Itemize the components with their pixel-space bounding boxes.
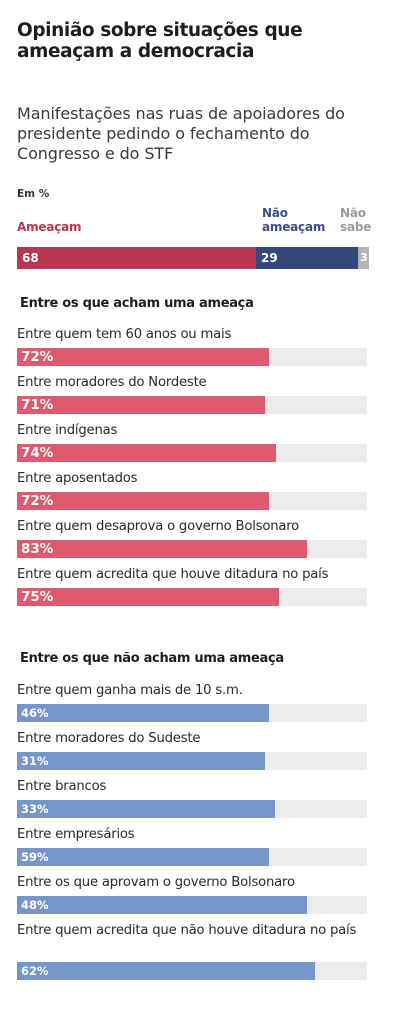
legend-nao-sabe: Não sabe: [340, 206, 371, 234]
bar: [17, 348, 269, 366]
bar-track: 72%: [17, 492, 367, 510]
bar: [17, 752, 265, 770]
bar-category-label: Entre quem acredita que houve ditadura n…: [17, 567, 329, 582]
chart-subtitle: Manifestações nas ruas de apoiadores do …: [17, 104, 345, 163]
bar-category-label: Entre os que aprovam o governo Bolsonaro: [17, 875, 295, 890]
segment-nao-sabe: 3: [358, 247, 369, 269]
bar-track: 74%: [17, 444, 367, 462]
bar-row: Entre quem acredita que não houve ditadu…: [17, 922, 369, 980]
bar-value-label: 75%: [21, 589, 54, 605]
segment-nao-ameacam: 29: [256, 247, 358, 269]
bar: [17, 848, 269, 866]
bar-value-label: 83%: [21, 541, 54, 557]
bar-track: 72%: [17, 348, 367, 366]
bar: [17, 962, 315, 980]
bar-category-label: Entre indígenas: [17, 423, 118, 438]
bar-value-label: 46%: [21, 706, 49, 720]
bar-row: Entre indígenas 74%: [17, 422, 369, 462]
bar-value-label: 72%: [21, 493, 54, 509]
chart-title: Opinião sobre situações que ameaçam a de…: [17, 20, 303, 62]
bar-row: Entre aposentados 72%: [17, 470, 369, 510]
bar-row: Entre quem desaprova o governo Bolsonaro…: [17, 518, 369, 558]
bar-row: Entre moradores do Sudeste 31%: [17, 730, 369, 770]
section-title-ameaca: Entre os que acham uma ameaça: [20, 296, 254, 311]
bar-row: Entre moradores do Nordeste 71%: [17, 374, 369, 414]
bar-value-label: 72%: [21, 349, 54, 365]
bar: [17, 704, 269, 722]
segment-ameacam: 68: [17, 247, 256, 269]
bar-category-label: Entre quem ganha mais de 10 s.m.: [17, 683, 243, 698]
bar-category-label: Entre empresários: [17, 827, 135, 842]
legend-nao-sabe-line1: Não: [340, 206, 366, 220]
bar-track: 75%: [17, 588, 367, 606]
bar-value-label: 62%: [21, 964, 49, 978]
bar-row: Entre quem ganha mais de 10 s.m. 46%: [17, 682, 369, 722]
bar: [17, 588, 279, 606]
bar-row: Entre os que aprovam o governo Bolsonaro…: [17, 874, 369, 914]
bar-track: 71%: [17, 396, 367, 414]
bar-row: Entre brancos 33%: [17, 778, 369, 818]
legend-nao-ameacam-line2: ameaçam: [262, 220, 326, 234]
bar: [17, 396, 265, 414]
bar: [17, 540, 307, 558]
bar-track: 83%: [17, 540, 367, 558]
bar-category-label: Entre moradores do Nordeste: [17, 375, 207, 390]
bar-category-label: Entre aposentados: [17, 471, 138, 486]
unit-label: Em %: [17, 188, 50, 200]
bar-value-label: 59%: [21, 850, 49, 864]
section-title-nao-ameaca: Entre os que não acham uma ameaça: [20, 651, 284, 666]
bar: [17, 896, 307, 914]
bar-track: 59%: [17, 848, 367, 866]
bar-category-label: Entre brancos: [17, 779, 107, 794]
bar-row: Entre quem acredita que houve ditadura n…: [17, 566, 369, 606]
bar-value-label: 48%: [21, 898, 49, 912]
bar-track: 33%: [17, 800, 367, 818]
bar-value-label: 74%: [21, 445, 54, 461]
bar-track: 31%: [17, 752, 367, 770]
bar-track: 62%: [17, 962, 367, 980]
bar: [17, 492, 269, 510]
bar-track: 46%: [17, 704, 367, 722]
legend-nao-ameacam-line1: Não: [262, 206, 288, 220]
bar-value-label: 31%: [21, 754, 49, 768]
bar-category-label: Entre quem tem 60 anos ou mais: [17, 327, 232, 342]
bar-row: Entre quem tem 60 anos ou mais 72%: [17, 326, 369, 366]
bar: [17, 444, 276, 462]
bar-track: 48%: [17, 896, 367, 914]
legend-nao-sabe-line2: sabe: [340, 220, 372, 234]
bar-category-label: Entre moradores do Sudeste: [17, 731, 201, 746]
stacked-bar: 68 29 3: [17, 247, 369, 269]
legend-ameacam: Ameaçam: [17, 220, 82, 234]
bar-value-label: 33%: [21, 802, 49, 816]
bar-value-label: 71%: [21, 397, 54, 413]
bar-row: Entre empresários 59%: [17, 826, 369, 866]
bar-category-label: Entre quem acredita que não houve ditadu…: [17, 923, 357, 938]
legend-nao-ameacam: Não ameaçam: [262, 206, 325, 234]
bar-category-label: Entre quem desaprova o governo Bolsonaro: [17, 519, 300, 534]
bar: [17, 800, 275, 818]
